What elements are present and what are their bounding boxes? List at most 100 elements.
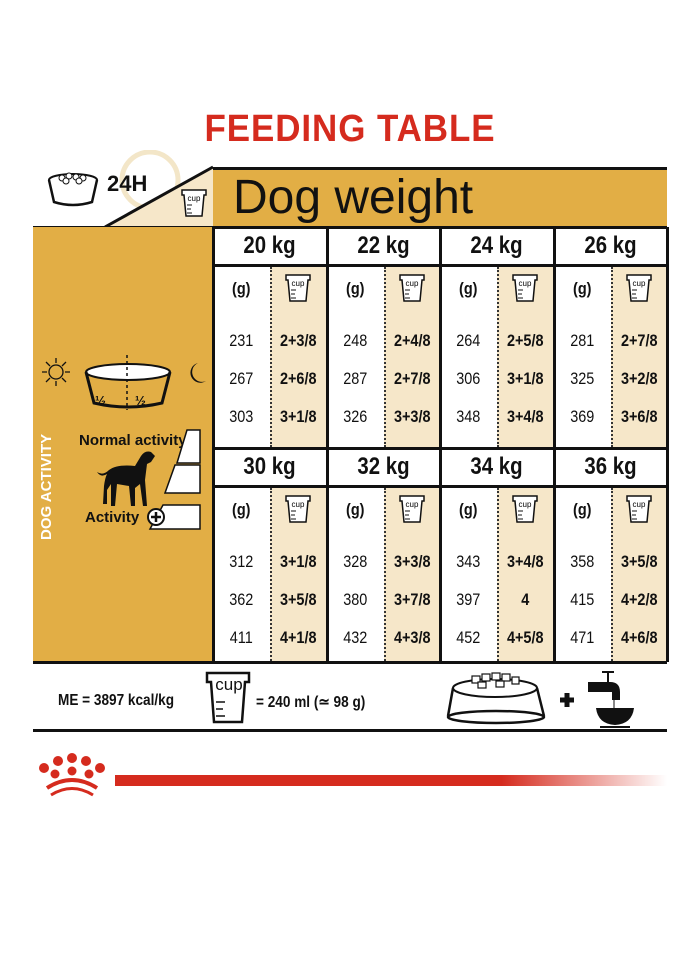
- svg-text:cup: cup: [188, 194, 201, 203]
- grams-value: 281: [570, 331, 595, 350]
- cups-value: 3+1/8: [506, 369, 544, 388]
- column-divider: [666, 227, 669, 662]
- cups-value: 3+6/8: [620, 407, 658, 426]
- column-separator: [383, 267, 386, 447]
- cup-equivalence: = 240 ml (≃ 98 g): [256, 694, 366, 711]
- column-divider: [439, 227, 442, 662]
- column-separator: [269, 267, 272, 447]
- svg-text:cup: cup: [518, 500, 531, 509]
- cup-icon: cup: [626, 274, 652, 302]
- weight-header: 36 kg: [584, 453, 637, 480]
- grams-value: 348: [456, 407, 481, 426]
- grams-value: 380: [343, 590, 368, 609]
- cup-icon: cup: [285, 274, 311, 302]
- cups-value: 3+5/8: [620, 552, 658, 571]
- cup-large-label: cup: [215, 675, 243, 694]
- cups-value: 2+7/8: [620, 331, 658, 350]
- grams-value: 432: [343, 628, 368, 647]
- grams-value: 397: [456, 590, 481, 609]
- grams-value: 287: [343, 369, 368, 388]
- cups-value: 2+4/8: [393, 331, 431, 350]
- grams-header: (g): [232, 279, 251, 298]
- cups-value: 3+4/8: [506, 552, 544, 571]
- cups-value: 3+5/8: [279, 590, 317, 609]
- grams-value: 326: [343, 407, 368, 426]
- cup-icon: cup: [181, 189, 207, 217]
- grams-value: 303: [229, 407, 254, 426]
- divider: [33, 729, 667, 732]
- page-title: FEEDING TABLE: [204, 108, 496, 150]
- cup-header: cup: [511, 494, 539, 529]
- grams-header: (g): [346, 500, 365, 519]
- royal-canin-crown-logo: [39, 753, 105, 797]
- weight-header: 24 kg: [470, 232, 523, 259]
- grams-header: (g): [232, 500, 251, 519]
- cups-value: 3+1/8: [279, 552, 317, 571]
- cups-value: 4+3/8: [393, 628, 431, 647]
- cups-value: 3+2/8: [620, 369, 658, 388]
- cups-value: 4+6/8: [620, 628, 658, 647]
- cup-header: cup: [625, 273, 653, 308]
- weight-header: 32 kg: [357, 453, 410, 480]
- brand-stripe: [115, 775, 667, 786]
- grams-value: 264: [456, 331, 481, 350]
- cup-icon: cup: [512, 274, 538, 302]
- cup-icon: cup: [512, 495, 538, 523]
- cups-value: 4+5/8: [506, 628, 544, 647]
- cups-value: 2+6/8: [279, 369, 317, 388]
- column-separator: [610, 488, 613, 661]
- grams-header: (g): [459, 279, 478, 298]
- cup-header: cup: [398, 273, 426, 308]
- svg-text:cup: cup: [291, 279, 304, 288]
- grams-value: 358: [570, 552, 595, 571]
- food-plus-water-icon: [446, 671, 634, 728]
- grams-header: (g): [459, 500, 478, 519]
- grams-value: 306: [456, 369, 481, 388]
- grams-value: 343: [456, 552, 481, 571]
- grams-value: 369: [570, 407, 595, 426]
- cup-icon: cup: [626, 495, 652, 523]
- dog-activity-label: DOG ACTIVITY: [38, 433, 55, 540]
- half-right: ½: [135, 393, 146, 408]
- grams-value: 411: [229, 628, 253, 647]
- cup-icon: cup: [285, 495, 311, 523]
- day-night-bowl-icon: [42, 355, 206, 410]
- cups-value: 3+3/8: [393, 552, 431, 571]
- svg-text:cup: cup: [632, 500, 645, 509]
- grams-value: 415: [570, 590, 595, 609]
- cup-header: cup: [284, 273, 312, 308]
- grams-value: 325: [570, 369, 595, 388]
- dog-silhouette-icon: [97, 451, 155, 506]
- grams-value: 328: [343, 552, 368, 571]
- weight-header: 22 kg: [357, 232, 410, 259]
- cups-value: 3+4/8: [506, 407, 544, 426]
- divider: [33, 226, 667, 229]
- dog-weight-title: Dog weight: [233, 171, 474, 224]
- divider: [33, 661, 667, 664]
- cup-header: cup: [625, 494, 653, 529]
- grams-header: (g): [573, 279, 592, 298]
- normal-activity-label: Normal activity: [79, 432, 187, 449]
- cups-value: 2+7/8: [393, 369, 431, 388]
- cups-value: 4+1/8: [279, 628, 317, 647]
- column-divider: [326, 227, 329, 662]
- column-divider: [212, 227, 215, 662]
- cups-value: 2+3/8: [279, 331, 317, 350]
- activity-label: Activity: [85, 509, 140, 526]
- grams-header: (g): [346, 279, 365, 298]
- cups-value: 3+7/8: [393, 590, 431, 609]
- svg-text:cup: cup: [405, 279, 418, 288]
- half-left: ½: [95, 393, 106, 408]
- cups-value: 3+3/8: [393, 407, 431, 426]
- svg-text:cup: cup: [632, 279, 645, 288]
- cups-value: 2+5/8: [506, 331, 544, 350]
- svg-text:cup: cup: [405, 500, 418, 509]
- grams-value: 452: [456, 628, 481, 647]
- cup-header: cup: [284, 494, 312, 529]
- cups-value: 4+2/8: [620, 590, 658, 609]
- cup-large-icon: [205, 671, 251, 724]
- grams-value: 312: [229, 552, 254, 571]
- column-separator: [496, 267, 499, 447]
- weight-header: 20 kg: [243, 232, 296, 259]
- grams-value: 362: [229, 590, 254, 609]
